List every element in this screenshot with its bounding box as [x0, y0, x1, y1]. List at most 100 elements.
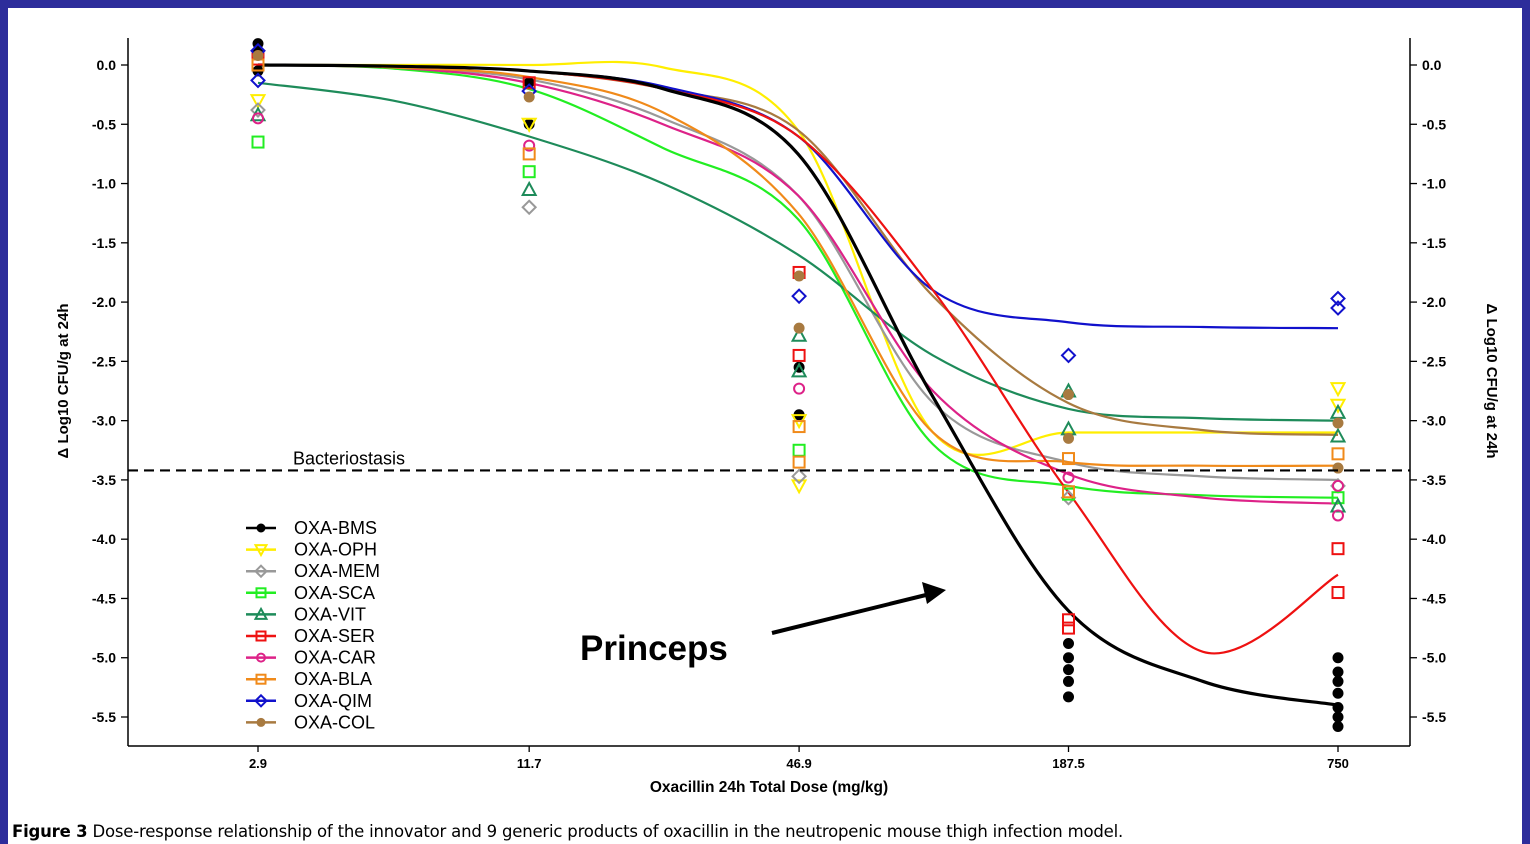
fit-curve-oxa-oph — [258, 60, 1338, 456]
fit-curve-oxa-vit — [257, 81, 1339, 422]
data-point-oxa-oph — [790, 479, 808, 495]
legend-marker-oxa-qim — [254, 693, 268, 708]
y-tick-label-right: -2.0 — [1422, 294, 1446, 310]
y-tick-label-right: 0.0 — [1422, 57, 1442, 73]
data-point-oxa-bms — [1332, 675, 1344, 687]
y-tick-label-left: -1.0 — [92, 176, 116, 192]
data-point-oxa-qim — [791, 288, 808, 305]
caption-label: Figure 3 — [12, 822, 88, 841]
data-point-oxa-bla — [1061, 485, 1075, 499]
data-point-oxa-mem — [1060, 489, 1077, 506]
legend-label-oxa-sca: OXA-SCA — [294, 583, 375, 603]
data-point-oxa-ser — [1061, 621, 1075, 635]
y-tick-label-right: -4.0 — [1422, 531, 1446, 547]
fit-curve-oxa-car — [257, 63, 1339, 505]
data-point-oxa-bms — [1332, 687, 1344, 699]
data-point-oxa-bms — [1332, 652, 1344, 664]
y-axis-title-left: Δ Log10 CFU/g at 24h — [55, 304, 72, 459]
fit-curve-oxa-sca — [257, 63, 1339, 499]
data-point-oxa-col — [793, 322, 805, 334]
legend-marker-oxa-bla — [255, 673, 267, 685]
data-point-oxa-oph — [1329, 398, 1347, 414]
legend-label-oxa-qim: OXA-QIM — [294, 691, 372, 711]
fit-curve-oxa-col — [257, 63, 1339, 436]
data-point-oxa-mem — [521, 199, 538, 216]
legend-label-oxa-bms: OXA-BMS — [294, 518, 377, 538]
y-axis-title-right: Δ Log10 CFU/g at 24h — [1483, 304, 1500, 459]
data-point-oxa-oph — [249, 94, 267, 110]
data-point-oxa-bla — [522, 147, 536, 161]
princeps-label: Princeps — [580, 629, 728, 668]
legend-marker-oxa-col — [256, 717, 266, 727]
data-point-oxa-col — [1332, 462, 1344, 474]
legend-marker-oxa-ser — [255, 630, 267, 642]
legend-marker-oxa-oph — [253, 544, 269, 558]
y-tick-label-left: -5.0 — [92, 650, 116, 666]
figure-caption: Figure 3 Dose-response relationship of t… — [12, 822, 1123, 841]
data-point-oxa-qim — [250, 72, 266, 89]
legend-label-oxa-car: OXA-CAR — [294, 648, 376, 668]
data-point-oxa-bla — [1061, 452, 1075, 466]
y-tick-label-left: -4.0 — [92, 531, 116, 547]
data-point-oxa-ser — [792, 348, 806, 362]
data-point-oxa-bla — [1331, 447, 1345, 461]
y-tick-label-left: -1.5 — [92, 235, 116, 251]
legend-label-oxa-oph: OXA-OPH — [294, 540, 377, 560]
data-point-oxa-oph — [520, 117, 538, 133]
data-point-oxa-sca — [251, 135, 265, 149]
data-point-oxa-bms — [1062, 691, 1074, 703]
data-point-oxa-car — [523, 139, 536, 152]
data-point-oxa-bms — [1062, 675, 1074, 687]
data-point-oxa-bla — [792, 455, 806, 469]
caption-text: Dose-response relationship of the innova… — [92, 822, 1124, 841]
y-tick-label-right: -0.5 — [1422, 116, 1446, 132]
data-point-oxa-car — [1062, 471, 1075, 484]
data-point-oxa-bms — [1332, 720, 1344, 732]
y-tick-label-right: -1.5 — [1422, 235, 1446, 251]
data-point-oxa-ser — [1331, 542, 1345, 556]
data-point-oxa-bms — [1332, 711, 1344, 723]
data-point-oxa-bms — [1062, 652, 1074, 664]
data-point-oxa-car — [1332, 479, 1344, 492]
data-point-oxa-car — [793, 382, 806, 395]
data-point-oxa-vit — [520, 180, 538, 196]
bacteriostasis-label: Bacteriostasis — [293, 448, 405, 468]
legend-marker-oxa-bms — [256, 523, 266, 533]
legend-label-oxa-bla: OXA-BLA — [294, 669, 372, 689]
y-tick-label-left: -3.0 — [92, 413, 116, 429]
x-tick-label: 187.5 — [1052, 756, 1085, 771]
data-point-oxa-qim — [1330, 290, 1346, 307]
y-tick-label-left: 0.0 — [97, 57, 117, 73]
data-point-oxa-col — [1062, 389, 1074, 401]
data-point-oxa-ser — [1061, 613, 1075, 627]
data-point-oxa-sca — [1331, 491, 1345, 505]
data-point-oxa-vit — [1329, 497, 1347, 513]
y-tick-label-left: -5.5 — [92, 709, 116, 725]
data-point-oxa-col — [793, 270, 805, 282]
legend-label-oxa-col: OXA-COL — [294, 712, 375, 732]
y-tick-label-right: -2.5 — [1422, 353, 1446, 369]
y-tick-label-right: -5.5 — [1422, 709, 1446, 725]
data-point-oxa-mem — [250, 102, 266, 118]
data-point-oxa-bms — [1332, 702, 1344, 714]
fit-curve-oxa-bms — [257, 63, 1339, 707]
data-point-oxa-vit — [1329, 427, 1347, 443]
data-point-oxa-vit — [790, 362, 808, 378]
fit-curve-oxa-bla — [257, 63, 1339, 468]
x-tick-label: 11.7 — [517, 756, 542, 771]
legend-marker-oxa-car — [256, 652, 266, 663]
legend-marker-oxa-mem — [254, 564, 268, 579]
data-point-oxa-sca — [522, 165, 536, 179]
data-point-oxa-ser — [1331, 586, 1345, 600]
y-tick-label-right: -3.5 — [1422, 472, 1446, 488]
data-point-oxa-bms — [523, 77, 535, 89]
data-point-oxa-bms — [1062, 638, 1074, 650]
y-tick-label-left: -3.5 — [92, 472, 116, 488]
data-point-oxa-ser — [522, 76, 536, 90]
data-point-oxa-mem — [791, 468, 808, 485]
data-point-oxa-sca — [792, 443, 806, 457]
data-point-oxa-oph — [1329, 382, 1347, 398]
legend-label-oxa-mem: OXA-MEM — [294, 561, 380, 581]
x-axis-title: Oxacillin 24h Total Dose (mg/kg) — [650, 779, 888, 796]
legend-marker-oxa-vit — [253, 606, 269, 620]
